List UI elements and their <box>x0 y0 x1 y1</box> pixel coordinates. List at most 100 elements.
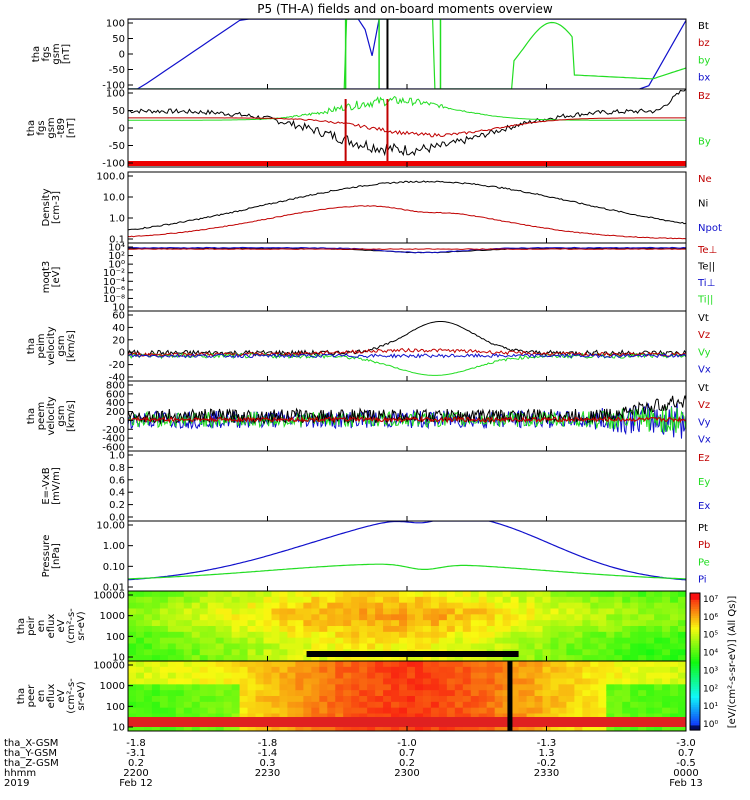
spectrogram-cell <box>414 672 424 680</box>
spectrogram-cell <box>446 684 456 691</box>
spectrogram-cell <box>359 696 368 703</box>
spectrogram-cell <box>279 626 289 633</box>
colorbar-cell <box>690 670 700 674</box>
spectrogram-cell <box>128 620 137 627</box>
spectrogram-cell <box>526 707 536 715</box>
spectrogram-cell <box>359 701 368 709</box>
spectrogram-cell <box>510 678 520 685</box>
spectrogram-cell <box>375 602 384 610</box>
spectrogram-cell <box>566 614 575 621</box>
spectrogram-cell <box>231 701 241 709</box>
spectrogram-cell <box>327 643 336 650</box>
spectrogram-cell <box>175 620 185 627</box>
spectrogram-cell <box>167 631 177 639</box>
spectrogram-cell <box>351 725 360 731</box>
spectrogram-cell <box>614 666 623 674</box>
spectrogram-cell <box>375 591 384 598</box>
y-axis-label: sr-eV) <box>76 681 87 710</box>
y-axis-label: Pressure <box>41 535 52 578</box>
spectrogram-cell <box>135 661 145 668</box>
spectrogram-cell <box>175 684 185 691</box>
spectrogram-cell <box>239 596 249 604</box>
spectrogram-cell <box>414 591 424 598</box>
spectrogram-cell <box>606 626 615 633</box>
spectrogram-cell <box>654 626 663 633</box>
spectrogram-cell <box>287 672 296 680</box>
legend-entry: Pe <box>698 557 710 568</box>
spectrogram-cell <box>630 614 639 621</box>
colorbar-cell <box>690 595 700 599</box>
spectrogram-cell <box>367 602 376 610</box>
spectrogram-cell <box>518 637 528 645</box>
spectrogram-cell <box>430 713 440 720</box>
spectrogram-cell <box>135 620 145 627</box>
y-axis-label: tha <box>31 46 42 62</box>
spectrogram-cell <box>399 707 408 715</box>
spectrogram-cell <box>367 713 376 720</box>
spectrogram-cell <box>534 596 544 604</box>
spectrogram-cell <box>223 725 233 731</box>
spectrogram-cell <box>231 661 241 668</box>
y-axis-label: -t89 <box>56 118 67 138</box>
spectrogram-cell <box>359 596 368 604</box>
spectrogram-cell <box>287 626 296 633</box>
y-axis-label: E=-VxB <box>41 467 52 504</box>
colorbar-cell <box>690 629 700 633</box>
spectrogram-cell <box>383 678 392 685</box>
spectrogram-cell <box>454 643 464 650</box>
y-tick-label: -200 <box>102 425 125 436</box>
spectrogram-cell <box>279 614 289 621</box>
spectrogram-cell <box>534 608 544 615</box>
spectrogram-cell <box>638 631 647 639</box>
spectrogram-cell <box>128 631 137 639</box>
spectrogram-cell <box>438 591 448 598</box>
spectrogram-cell <box>438 661 448 668</box>
spectrogram-cell <box>351 620 360 627</box>
spectrogram-cell <box>159 626 169 633</box>
spectrogram-cell <box>351 713 360 720</box>
legend-entry: Pi <box>698 574 707 585</box>
spectrogram-cell <box>391 626 400 633</box>
spectrogram-cell <box>550 614 560 621</box>
spectrogram-cell <box>263 690 273 697</box>
spectrogram-cell <box>470 614 480 621</box>
spectrogram-cell <box>175 725 185 731</box>
spectrogram-cell <box>375 626 384 633</box>
spectrogram-cell <box>438 725 448 731</box>
y-tick-label: 0.8 <box>109 463 125 474</box>
spectrogram-cell <box>239 666 249 674</box>
spectrogram-gap <box>507 661 513 731</box>
spectrogram-cell <box>215 701 225 709</box>
spectrogram-cell <box>486 725 496 731</box>
spectrogram-cell <box>255 614 265 621</box>
colorbar-cell <box>690 707 700 711</box>
spectrogram-cell <box>327 631 336 639</box>
spectrogram-cell <box>614 696 623 703</box>
spectrogram-cell <box>574 707 583 715</box>
colorbar-cell <box>690 700 700 704</box>
y-tick-label: 10⁰ <box>108 260 125 271</box>
spectrogram-cell <box>351 608 360 615</box>
spectrogram-cell <box>311 614 320 621</box>
spectrogram-cell <box>239 631 249 639</box>
spectrogram-cell <box>510 614 520 621</box>
spectrogram-cell <box>670 643 679 650</box>
spectrogram-cell <box>367 672 376 680</box>
spectrogram-cell <box>199 672 209 680</box>
spectrogram-cell <box>359 591 368 598</box>
spectrogram-cell <box>470 701 480 709</box>
spectrogram-cell <box>303 655 312 661</box>
spectrogram-cell <box>143 707 153 715</box>
spectrogram-cell <box>319 684 328 691</box>
spectrogram-cell <box>550 631 560 639</box>
spectrogram-cell <box>239 655 249 661</box>
spectrogram-cell <box>367 655 376 661</box>
spectrogram-cell <box>367 707 376 715</box>
spectrogram-cell <box>542 696 552 703</box>
spectrogram-cell <box>399 637 408 645</box>
y-axis-label: [cm-3] <box>51 191 62 224</box>
spectrogram-cell <box>670 602 679 610</box>
spectrogram-cell <box>510 690 520 697</box>
spectrogram-cell <box>199 608 209 615</box>
spectrogram-cell <box>630 713 639 720</box>
